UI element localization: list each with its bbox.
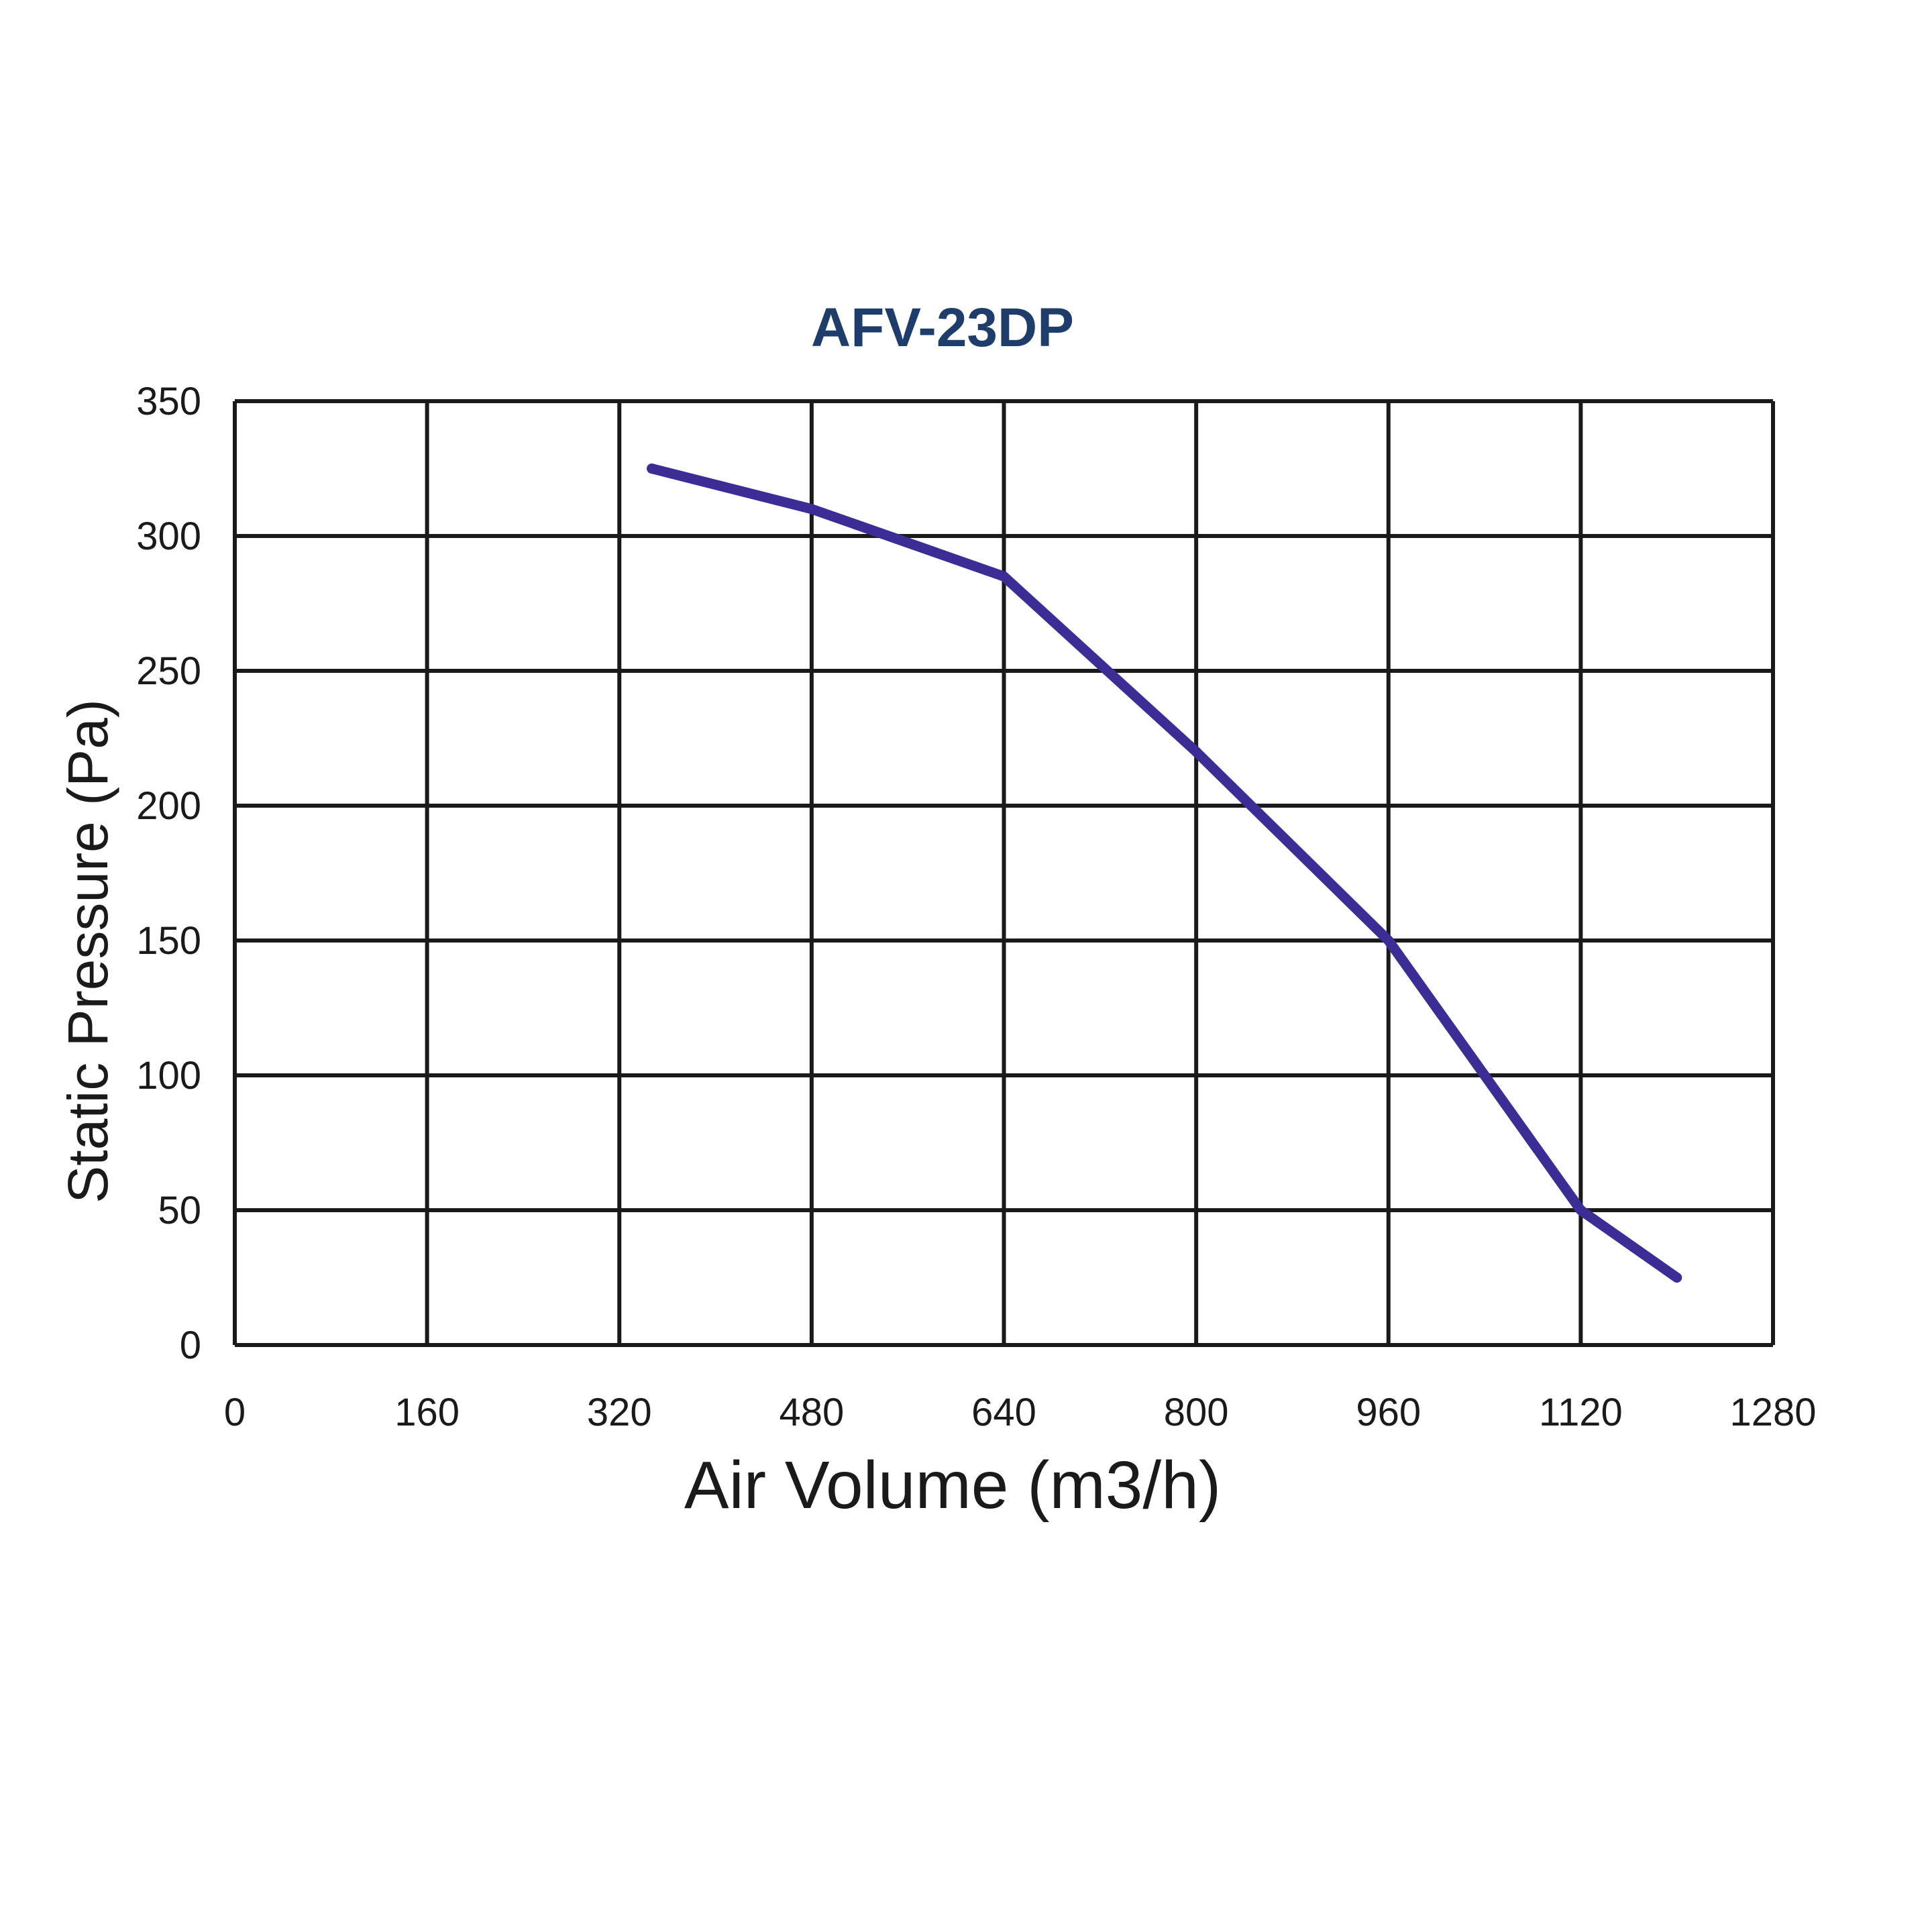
y-tick-label: 150 (136, 919, 201, 963)
x-tick-label: 1120 (1539, 1391, 1623, 1434)
y-tick-label: 250 (136, 649, 201, 693)
x-tick-label: 640 (971, 1391, 1036, 1434)
x-axis-label: Air Volume (m3/h) (684, 1448, 1221, 1523)
y-tick-label: 50 (158, 1189, 201, 1232)
x-tick-label: 160 (394, 1391, 460, 1434)
y-tick-label: 350 (136, 380, 201, 423)
x-axis-ticks: 0 160 320 480 640 800 960 1120 1280 (224, 1391, 1817, 1434)
y-tick-label: 100 (136, 1054, 201, 1097)
data-point (999, 571, 1009, 582)
data-point (1672, 1273, 1682, 1283)
series-layer (647, 464, 1682, 1283)
x-tick-label: 1280 (1729, 1391, 1816, 1434)
x-tick-label: 800 (1164, 1391, 1229, 1434)
y-axis-ticks: 0 50 100 150 200 250 300 350 (136, 380, 201, 1367)
data-point (1191, 747, 1201, 757)
data-point (806, 504, 817, 515)
chart-title: AFV-23DP (811, 297, 1074, 358)
data-point (1383, 935, 1394, 946)
grid (233, 399, 1775, 1347)
y-tick-label: 200 (136, 784, 201, 828)
series-line (647, 464, 1682, 1283)
y-tick-label: 300 (136, 515, 201, 558)
x-tick-label: 960 (1356, 1391, 1421, 1434)
data-point (647, 464, 657, 474)
x-tick-label: 480 (779, 1391, 844, 1434)
data-point (1575, 1205, 1586, 1216)
y-axis-label: Static Pressure (Pa) (56, 699, 119, 1203)
x-tick-label: 320 (587, 1391, 652, 1434)
y-tick-label: 0 (180, 1324, 201, 1367)
x-tick-label: 0 (224, 1391, 246, 1434)
